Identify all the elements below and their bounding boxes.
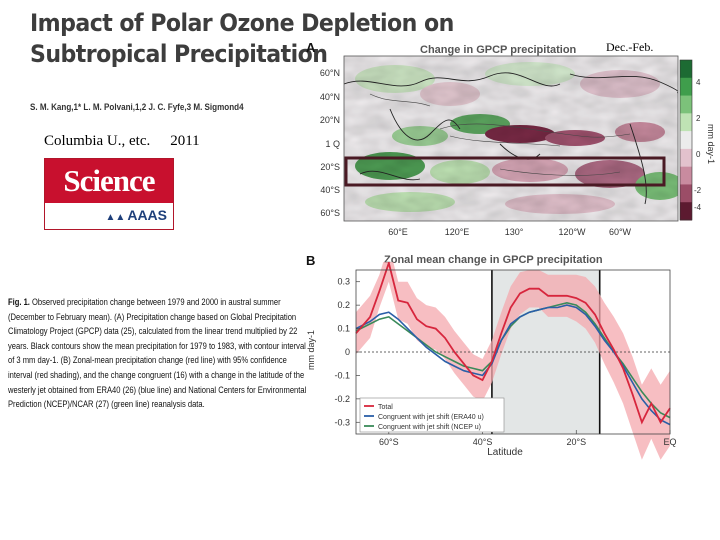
colorbar-tick: 2 — [696, 114, 701, 123]
colorbar-swatch — [680, 166, 692, 185]
y-tick-label: 0.2 — [337, 300, 350, 310]
lon-label: 120°W — [558, 227, 586, 237]
paper-title-line1: Impact of Polar Ozone Depletion on — [30, 9, 454, 37]
y-tick-label: 0.1 — [337, 324, 350, 334]
colorbar-swatch — [680, 148, 692, 168]
colorbar-swatch — [680, 113, 692, 132]
subtropics-highlight-box — [344, 156, 666, 187]
x-tick-label: 60°S — [379, 437, 399, 447]
season-annotation: Dec.-Feb. — [606, 40, 654, 54]
caption-text: Observed precipitation change between 19… — [8, 297, 307, 411]
lat-labels: 60°N 40°N 20°N 1 Q 20°S 40°S 60°S — [320, 68, 340, 218]
climatology-contours — [369, 93, 631, 176]
colorbar-swatch — [680, 202, 692, 221]
paper-title-line2: Subtropical Precipitation — [30, 40, 328, 68]
lon-label: 120°E — [445, 227, 470, 237]
panel-b-label: B — [306, 253, 316, 268]
paper-authors: S. M. Kang,1* L. M. Polvani,1,2 J. C. Fy… — [30, 102, 244, 113]
figure-caption: Fig. 1. Observed precipitation change be… — [8, 296, 308, 413]
colorbar-tick: -4 — [694, 203, 702, 212]
lat-label: 20°S — [320, 162, 340, 172]
lat-label: 20°N — [320, 115, 340, 125]
lat-label: 60°S — [320, 208, 340, 218]
lon-label: 130° — [505, 227, 524, 237]
x-tick-label: EQ — [663, 437, 676, 447]
colorbar-ticks: 4 2 0 -2 -4 — [694, 78, 702, 212]
lat-label: 40°S — [320, 185, 340, 195]
colorbar-tick: -2 — [694, 186, 702, 195]
colorbar-frame — [679, 59, 693, 221]
colorbar-tick: 0 — [696, 150, 701, 159]
lat-label: 40°N — [320, 92, 340, 102]
panel-b-title: Zonal mean change in GPCP precipitation — [384, 254, 603, 266]
legend-label: Congruent with jet shift (NCEP u) — [378, 424, 481, 431]
colorbar-swatch — [680, 60, 692, 79]
lon-label: 60°W — [609, 227, 632, 237]
journal-name: Science — [45, 159, 173, 203]
lat-label: 1 Q — [325, 139, 340, 149]
colorbar-label: mm day-1 — [706, 124, 716, 164]
caption-lead: Fig. 1. — [8, 297, 30, 308]
panel-b-chart: -0.3 -0.2 -0.1 0 0.1 0.2 0.3 60°S 40°S 20°S EQ Tota… — [306, 262, 677, 460]
x-tick-label: 40°S — [473, 437, 493, 447]
map-frame — [343, 55, 679, 222]
x-axis-label: Latitude — [487, 447, 523, 458]
coastlines — [344, 72, 678, 205]
legend-label: Total — [378, 404, 393, 411]
publication-year: 2011 — [170, 133, 200, 149]
paper-title: Impact of Polar Ozone Depletion on Subtr… — [30, 8, 454, 70]
legend-label: Congruent with jet shift (ERA40 u) — [378, 414, 484, 421]
y-tick-label: -0.1 — [334, 370, 350, 380]
aaas-triangles-icon: ▲▲ — [105, 212, 126, 223]
colorbar — [679, 59, 693, 221]
series-line-0 — [355, 262, 671, 425]
lon-labels: 60°E 120°E 130° 120°W 60°W — [388, 227, 631, 237]
publisher-name: AAAS — [127, 207, 167, 223]
legend-box — [359, 397, 505, 433]
y-tick-label: 0 — [345, 347, 350, 357]
panel-a-title: Change in GPCP precipitation — [420, 44, 577, 56]
publisher-mark: ▲▲ AAAS — [106, 207, 167, 223]
colorbar-tick: 4 — [696, 78, 701, 87]
precip-anomaly-field — [344, 56, 678, 221]
lat-label: 60°N — [320, 68, 340, 78]
science-logo: Science ▲▲ AAAS — [44, 158, 174, 230]
lon-label: 60°E — [388, 227, 408, 237]
panel-a-label: A — [306, 40, 316, 55]
chart-plot-area: -0.3 -0.2 -0.1 0 0.1 0.2 0.3 60°S 40°S 20°S EQ Tota… — [334, 262, 677, 460]
affiliation-line: Columbia U., etc. 2011 — [44, 133, 200, 150]
colorbar-swatch — [680, 77, 692, 97]
y-tick-label: -0.2 — [334, 394, 350, 404]
y-tick-label: 0.3 — [337, 277, 350, 287]
colorbar-swatch — [680, 95, 692, 114]
affiliation: Columbia U., etc. — [44, 133, 151, 149]
x-tick-label: 20°S — [566, 437, 586, 447]
panel-a-map: 60°N 40°N 20°N 1 Q 20°S 40°S 60°S 60°E 1… — [320, 55, 716, 237]
colorbar-swatch — [680, 184, 692, 203]
colorbar-swatch — [680, 131, 692, 150]
y-axis-label: mm day-1 — [306, 330, 316, 370]
y-tick-label: -0.3 — [334, 417, 350, 427]
